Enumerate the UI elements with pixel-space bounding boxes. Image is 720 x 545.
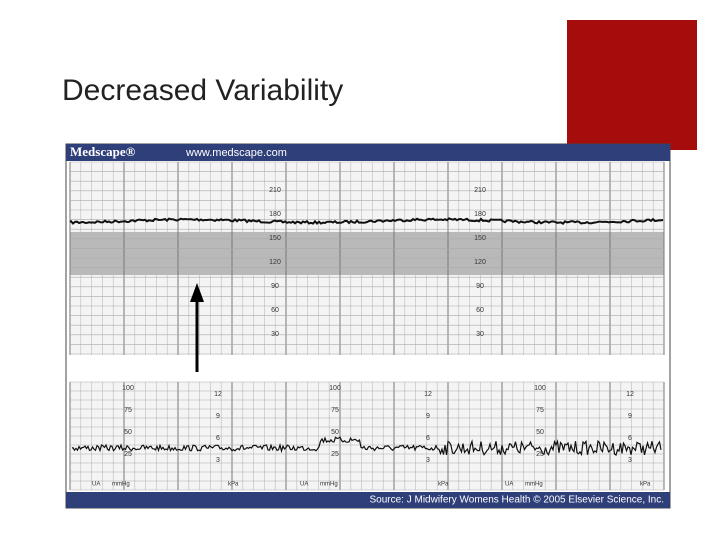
fhr-trace: [69, 217, 664, 226]
ua-label: UA: [505, 482, 513, 488]
ua-scale-label: 100: [122, 385, 134, 392]
kpa-unit: kPa: [228, 482, 239, 488]
ua-scale-label: 50: [124, 429, 132, 436]
arrow-head: [190, 283, 204, 302]
kpa-scale-label: 3: [426, 457, 430, 464]
kpa-scale-label: 9: [628, 413, 632, 420]
kpa-scale-label: 6: [216, 435, 220, 442]
slide-title: Decreased Variability: [62, 74, 343, 107]
fhr-scale-label: 90: [476, 283, 484, 290]
kpa-unit: kPa: [438, 482, 449, 488]
ua-label: UA: [92, 482, 100, 488]
ua-trace: [71, 436, 662, 457]
ua-scale-label: 25: [331, 451, 339, 458]
footer-bar: [66, 492, 670, 508]
fhr-scale-label: 210: [269, 187, 281, 194]
accent-box: [567, 20, 697, 150]
source: Source: J Midwifery Womens Health © 2005…: [369, 495, 664, 506]
fhr-scale-label: 30: [271, 331, 279, 338]
ua-scale-label: 100: [534, 385, 546, 392]
kpa-scale-label: 9: [426, 413, 430, 420]
figure: Medscape® www.medscape.com Source: J Mid…: [65, 143, 671, 509]
ua-scale-label: 75: [536, 407, 544, 414]
fhr-scale-label: 180: [474, 211, 486, 218]
kpa-scale-label: 9: [216, 413, 220, 420]
fhr-scale-label: 150: [269, 235, 281, 242]
header-bar: [66, 144, 670, 161]
kpa-scale-label: 12: [626, 391, 634, 398]
fhr-scale-label: 210: [474, 187, 486, 194]
ua-scale-label: 50: [536, 429, 544, 436]
ua-scale-label: 50: [331, 429, 339, 436]
ua-label: UA: [300, 482, 308, 488]
ua-unit: mmHg: [320, 482, 338, 488]
brand: Medscape®: [70, 144, 136, 159]
kpa-scale-label: 3: [216, 457, 220, 464]
kpa-scale-label: 6: [426, 435, 430, 442]
ua-scale-label: 25: [124, 451, 132, 458]
ua-scale-label: 25: [536, 451, 544, 458]
ua-scale-label: 75: [331, 407, 339, 414]
kpa-scale-label: 12: [214, 391, 222, 398]
fhr-scale-label: 90: [271, 283, 279, 290]
ua-unit: mmHg: [112, 482, 130, 488]
ua-unit: mmHg: [525, 482, 543, 488]
kpa-unit: kPa: [640, 482, 651, 488]
fhr-scale-label: 60: [476, 307, 484, 314]
kpa-scale-label: 6: [628, 435, 632, 442]
url: www.medscape.com: [185, 147, 287, 159]
kpa-scale-label: 3: [628, 457, 632, 464]
fhr-scale-label: 120: [269, 259, 281, 266]
ua-scale-label: 100: [329, 385, 341, 392]
fhr-scale-label: 180: [269, 211, 281, 218]
ua-scale-label: 75: [124, 407, 132, 414]
fhr-scale-label: 150: [474, 235, 486, 242]
grid: [69, 161, 665, 491]
fhr-scale-label: 60: [271, 307, 279, 314]
fhr-scale-label: 120: [474, 259, 486, 266]
fhr-scale-label: 30: [476, 331, 484, 338]
kpa-scale-label: 12: [424, 391, 432, 398]
normal-band: [70, 232, 664, 275]
